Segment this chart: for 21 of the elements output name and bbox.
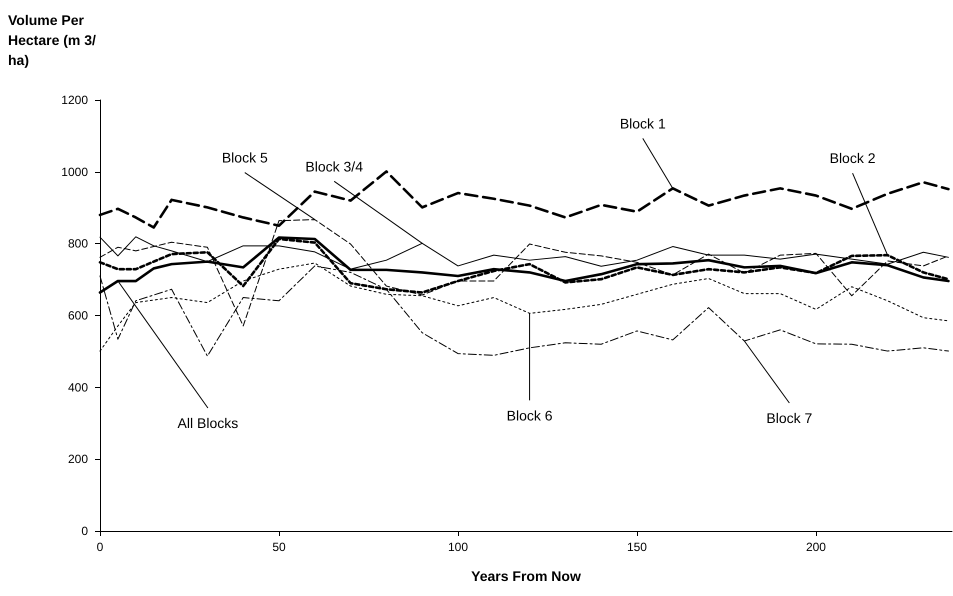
text: Block 7 (766, 410, 813, 426)
x-tick-label: 50 (272, 540, 286, 554)
x-tick-label: 100 (448, 540, 468, 554)
y-tick-label: 200 (68, 452, 88, 466)
text: Block 5 (222, 150, 268, 166)
y-tick-label: 600 (68, 308, 88, 322)
text: Block 2 (830, 150, 876, 166)
y-tick-label: 400 (68, 380, 88, 394)
text: All Blocks (178, 415, 238, 432)
x-tick-label: 0 (96, 540, 104, 554)
y-axis-title: Volume Per Hectare (m 3/ha) (8, 12, 96, 68)
y-tick-label: 800 (68, 236, 88, 251)
x-tick-label: 150 (626, 540, 648, 554)
y-tick-label: 1200 (61, 93, 88, 107)
y-tick-label: 1000 (61, 164, 88, 179)
x-tick-label: 200 (806, 540, 826, 554)
x-axis-title: Years From Now (471, 568, 581, 584)
y-tick-label: 0 (81, 524, 88, 538)
text: Block 1 (620, 115, 666, 132)
text: Block 3/4 (305, 158, 364, 174)
text: Block 6 (506, 407, 553, 424)
